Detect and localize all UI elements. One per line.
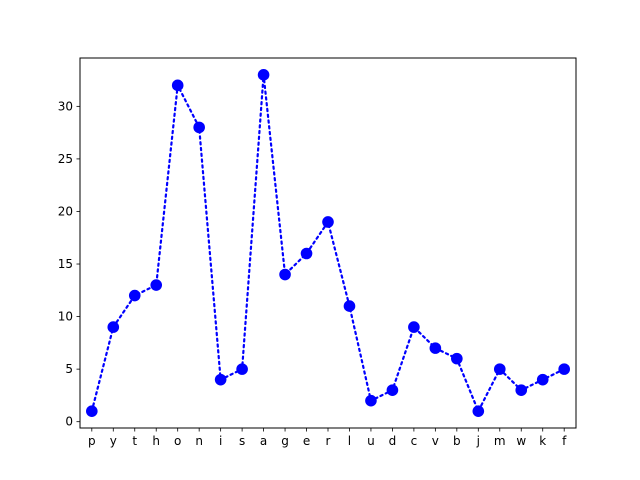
plot-area: [80, 58, 576, 428]
x-tick-label: c: [411, 434, 418, 448]
x-tick-label: h: [152, 434, 160, 448]
x-tick-label: f: [562, 434, 567, 448]
x-tick-label: l: [348, 434, 351, 448]
data-point: [493, 363, 506, 375]
plot-frame: [79, 57, 577, 429]
x-tick-label: j: [476, 434, 480, 448]
data-point: [515, 384, 528, 396]
data-point: [236, 363, 248, 375]
x-tick-label: w: [516, 434, 526, 448]
data-point: [171, 79, 184, 92]
x-tick-label: p: [88, 434, 96, 448]
x-tick-label: v: [432, 434, 439, 448]
x-tick-label: a: [260, 434, 267, 448]
x-tick-label: m: [494, 434, 506, 448]
data-point: [451, 352, 463, 365]
x-tick-label: i: [219, 434, 222, 448]
y-tick-label: 30: [58, 99, 73, 113]
x-tick-label: e: [303, 434, 310, 448]
x-tick-label: t: [132, 434, 137, 448]
data-point: [386, 384, 399, 396]
data-point: [472, 405, 485, 417]
data-point: [365, 394, 377, 407]
data-point: [150, 279, 163, 291]
y-tick-label: 20: [58, 204, 73, 218]
y-tick-label: 5: [65, 362, 73, 376]
y-tick-label: 10: [58, 310, 73, 324]
x-tick-label: d: [389, 434, 397, 448]
data-point: [107, 321, 120, 333]
data-point: [558, 363, 570, 375]
x-tick-label: n: [195, 434, 203, 448]
x-tick-label: r: [326, 434, 331, 448]
x-tick-label: b: [453, 434, 461, 448]
data-point: [86, 405, 98, 417]
data-point: [300, 247, 313, 260]
data-point: [322, 216, 334, 228]
x-tick-label: g: [281, 434, 289, 448]
data-point: [343, 300, 356, 312]
x-tick-label: k: [539, 434, 546, 448]
x-tick-label: u: [367, 434, 375, 448]
data-point: [429, 342, 442, 354]
x-tick-label: s: [239, 434, 245, 448]
x-tick-label: o: [174, 434, 181, 448]
y-tick-label: 25: [58, 152, 73, 166]
data-point: [257, 69, 270, 81]
data-point: [214, 373, 227, 386]
data-point: [128, 289, 141, 302]
points-layer: [86, 69, 570, 417]
data-point: [536, 373, 549, 386]
y-tick-label: 15: [58, 257, 73, 271]
data-point: [279, 268, 291, 281]
ticks-layer: 0 5 10 15 20 25 30 p y t h o n i s a g e r l u d c v b j m w k f: [58, 99, 567, 448]
data-point: [408, 321, 420, 333]
data-point: [193, 121, 205, 134]
y-tick-label: 0: [65, 415, 73, 429]
x-tick-label: y: [110, 434, 117, 448]
